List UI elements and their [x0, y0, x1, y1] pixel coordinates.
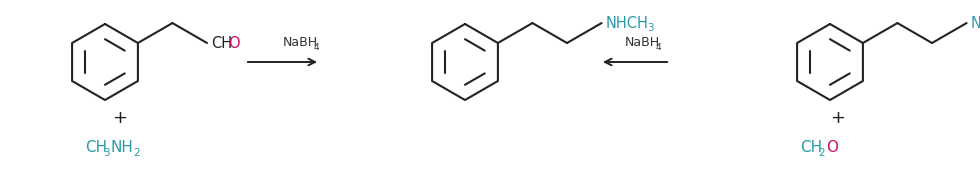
Text: CH: CH — [800, 141, 822, 155]
Text: CH: CH — [85, 141, 107, 155]
Text: +: + — [113, 109, 127, 127]
Text: 3: 3 — [648, 23, 655, 33]
Text: NaBH: NaBH — [282, 36, 318, 49]
Text: 2: 2 — [133, 148, 139, 158]
Text: CH: CH — [211, 36, 232, 50]
Text: NHCH: NHCH — [606, 16, 649, 31]
Text: NaBH: NaBH — [625, 36, 661, 49]
Text: NH: NH — [111, 141, 134, 155]
Text: 4: 4 — [314, 43, 319, 52]
Text: O: O — [228, 36, 240, 50]
Text: +: + — [830, 109, 846, 127]
Text: 3: 3 — [103, 148, 110, 158]
Text: 4: 4 — [656, 43, 662, 52]
Text: 2: 2 — [818, 148, 824, 158]
Text: NH: NH — [970, 16, 980, 31]
Text: O: O — [826, 141, 838, 155]
